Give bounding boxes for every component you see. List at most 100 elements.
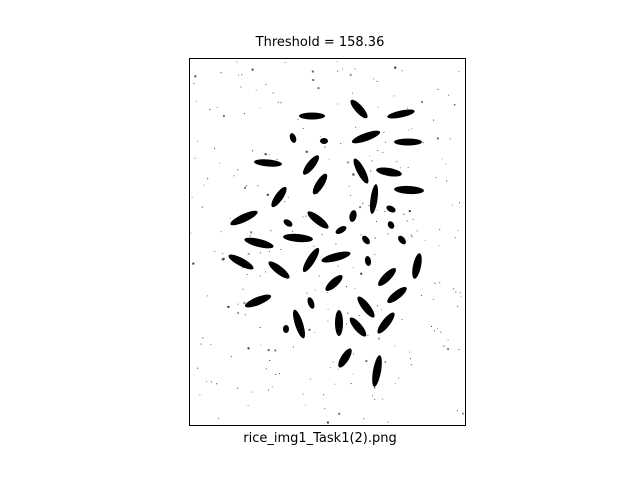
noise-speck: [242, 267, 244, 269]
noise-speck: [311, 70, 314, 73]
noise-speck: [347, 312, 349, 314]
rice-grain: [357, 296, 375, 318]
noise-speck: [269, 154, 270, 156]
noise-speck: [236, 61, 238, 63]
noise-speck: [219, 162, 220, 164]
noise-speck: [400, 167, 401, 169]
noise-speck: [191, 196, 193, 198]
noise-speck: [424, 240, 426, 241]
noise-speck: [251, 68, 254, 71]
noise-speck: [456, 410, 458, 412]
noise-speck: [240, 86, 242, 88]
noise-speck: [214, 251, 216, 253]
noise-speck: [244, 314, 246, 316]
noise-speck: [233, 175, 235, 177]
noise-speck: [354, 68, 356, 70]
noise-speck: [206, 380, 208, 382]
noise-speck: [384, 361, 386, 363]
noise-speck: [275, 374, 277, 376]
noise-speck: [222, 115, 225, 118]
noise-speck: [346, 286, 348, 288]
noise-speck: [247, 253, 250, 255]
noise-speck: [352, 373, 354, 375]
noise-speck: [250, 231, 253, 234]
noise-speck: [246, 274, 248, 275]
noise-speck: [355, 126, 357, 128]
noise-speck: [354, 288, 356, 290]
rice-grain: [335, 226, 347, 234]
noise-speck: [227, 305, 230, 308]
noise-speck: [360, 272, 363, 275]
noise-speck: [251, 391, 253, 393]
noise-speck: [302, 127, 304, 129]
noise-speck: [410, 364, 412, 366]
noise-speck: [327, 320, 329, 322]
rice-grain: [353, 158, 369, 184]
noise-speck: [380, 369, 382, 371]
noise-speck: [251, 150, 253, 152]
noise-speck: [271, 386, 273, 388]
noise-speck: [352, 267, 354, 269]
noise-speck: [220, 72, 222, 74]
noise-speck: [268, 161, 270, 163]
noise-speck: [277, 101, 279, 103]
noise-speck: [251, 216, 253, 218]
noise-speck: [216, 106, 218, 108]
noise-speck: [408, 189, 410, 191]
noise-speck: [237, 303, 239, 305]
rice-grain: [376, 167, 402, 177]
rice-grain: [350, 99, 368, 119]
noise-speck: [359, 206, 362, 209]
noise-speck: [284, 201, 286, 203]
noise-speck: [365, 360, 368, 363]
rice-grain: [244, 237, 274, 249]
rice-grain: [321, 251, 351, 263]
noise-speck: [421, 295, 423, 296]
noise-speck: [403, 213, 405, 215]
noise-speck: [454, 104, 456, 106]
noise-speck: [376, 220, 377, 222]
noise-speck: [266, 193, 269, 196]
noise-speck: [401, 70, 403, 72]
noise-speck: [327, 292, 329, 293]
noise-speck: [247, 405, 249, 406]
rice-grain: [386, 205, 396, 213]
noise-speck: [312, 79, 315, 81]
noise-speck: [218, 417, 220, 419]
noise-speck: [294, 139, 296, 141]
noise-speck: [257, 185, 259, 187]
noise-speck: [201, 206, 203, 208]
noise-speck: [435, 177, 437, 178]
noise-speck: [408, 210, 411, 213]
noise-speck: [372, 395, 373, 397]
noise-speck: [306, 215, 308, 217]
rice-grain: [372, 355, 382, 387]
noise-speck: [353, 211, 355, 213]
noise-speck: [352, 173, 355, 176]
noise-speck: [302, 216, 304, 218]
noise-speck: [318, 275, 320, 277]
noise-speck: [306, 292, 308, 294]
noise-speck: [268, 389, 270, 391]
noise-speck: [432, 298, 434, 300]
noise-speck: [350, 383, 352, 385]
noise-speck: [199, 394, 201, 396]
rice-grain: [394, 138, 422, 146]
noise-speck: [439, 228, 441, 230]
noise-speck: [438, 245, 440, 246]
noise-speck: [368, 205, 370, 206]
noise-speck: [367, 334, 369, 336]
noise-speck: [394, 66, 397, 69]
noise-speck: [319, 136, 321, 137]
noise-speck: [408, 129, 410, 131]
noise-speck: [445, 163, 447, 165]
noise-speck: [337, 70, 339, 72]
noise-speck: [349, 73, 352, 76]
rice-grain: [244, 294, 272, 308]
noise-speck: [324, 408, 326, 410]
noise-speck: [209, 108, 211, 110]
rice-grain: [254, 159, 282, 167]
noise-speck: [332, 361, 334, 363]
noise-speck: [326, 421, 329, 424]
rice-grain: [289, 133, 297, 143]
